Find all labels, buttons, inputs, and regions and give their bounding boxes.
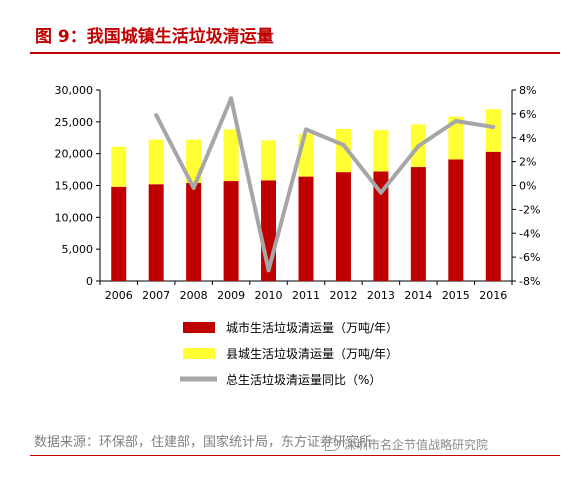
y-right-tick-label: 6% <box>519 108 536 121</box>
growth-point <box>154 113 159 118</box>
growth-point <box>341 142 346 147</box>
watermark-text: 深圳市名企节值战略研究院 <box>344 438 489 452</box>
growth-point <box>191 185 196 190</box>
y-right-tick-label: 2% <box>519 156 536 169</box>
chart: 0 5,000 10,000 15,000 20,000 25,000 30,000 -8% -… <box>55 84 541 387</box>
bar-city-segment <box>223 181 239 281</box>
y-left-tick-label: 0 <box>86 275 93 288</box>
watermark: 深圳市名企节值战略研究院 <box>325 436 488 453</box>
y-left-tick-label: 20,000 <box>55 148 94 161</box>
bar-city-segment <box>410 167 426 281</box>
bar-county-segment <box>223 129 239 182</box>
bar-county-segment <box>186 139 202 183</box>
bar-county-segment <box>373 130 389 172</box>
growth-line <box>154 96 494 273</box>
x-tick-label: 2014 <box>404 289 432 302</box>
y-left-tick-label: 15,000 <box>55 180 94 193</box>
legend-label: 县城生活垃圾清运量（万吨/年） <box>226 346 398 361</box>
legend-swatch-city <box>183 322 215 333</box>
x-tick-label: 2012 <box>329 289 357 302</box>
source-note: 数据来源：环保部，住建部，国家统计局，东方证券研究所 <box>34 435 373 450</box>
title-divider <box>30 52 560 54</box>
bar-county-segment <box>261 140 277 181</box>
bar-county-segment <box>335 128 351 173</box>
x-tick-label: 2006 <box>105 289 133 302</box>
x-tick-label: 2016 <box>479 289 507 302</box>
y-right-tick-label: -4% <box>519 227 540 240</box>
growth-line-series <box>154 96 496 273</box>
y-right-tick-label: 4% <box>519 132 536 145</box>
y-right-tick-label: -6% <box>519 251 540 264</box>
growth-point <box>266 268 271 273</box>
bar-city-segment <box>148 184 164 281</box>
bar-city-segment <box>335 172 351 281</box>
axes: 0 5,000 10,000 15,000 20,000 25,000 30,000 -8% -… <box>55 84 541 302</box>
legend-swatch-county <box>183 348 215 359</box>
chart-title: 图 9：我国城镇生活垃圾清运量 <box>35 27 274 47</box>
legend-label: 总生活垃圾清运量同比（%） <box>226 372 381 387</box>
x-tick-label: 2008 <box>180 289 208 302</box>
x-tick-label: 2015 <box>442 289 470 302</box>
x-tick-label: 2010 <box>255 289 283 302</box>
x-tick-label: 2011 <box>292 289 320 302</box>
legend: 城市生活垃圾清运量（万吨/年） 县城生活垃圾清运量（万吨/年） 总生活垃圾清运量同比… <box>180 320 398 387</box>
bar-city-segment <box>373 171 389 281</box>
bar-city-segment <box>448 159 464 281</box>
bar-city-segment <box>485 151 501 281</box>
growth-point <box>416 144 421 149</box>
growth-point <box>491 125 496 130</box>
bar-county-segment <box>448 116 464 160</box>
y-left-tick-label: 5,000 <box>62 243 94 256</box>
legend-label: 城市生活垃圾清运量（万吨/年） <box>226 320 398 335</box>
bar-county-segment <box>148 139 164 185</box>
x-tick-label: 2013 <box>367 289 395 302</box>
growth-point <box>453 119 458 124</box>
bar-city-segment <box>111 186 127 281</box>
y-right-tick-label: 0% <box>519 180 536 193</box>
y-right-tick-label: -8% <box>519 275 540 288</box>
x-tick-label: 2009 <box>217 289 245 302</box>
bars <box>111 109 501 281</box>
wechat-icon <box>325 438 340 451</box>
x-tick-label: 2007 <box>142 289 170 302</box>
bar-county-segment <box>111 146 127 187</box>
growth-point <box>229 96 234 101</box>
y-right-tick-label: 8% <box>519 84 536 97</box>
y-left-tick-label: 25,000 <box>55 116 94 129</box>
y-left-tick-label: 30,000 <box>55 84 94 97</box>
bar-city-segment <box>298 176 314 281</box>
y-right-tick-label: -2% <box>519 203 540 216</box>
growth-point <box>304 127 308 132</box>
y-left-tick-label: 10,000 <box>55 211 94 224</box>
bottom-divider <box>30 455 560 456</box>
bar-city-segment <box>186 182 202 281</box>
growth-point <box>378 190 383 195</box>
bar-county-segment <box>485 109 501 152</box>
